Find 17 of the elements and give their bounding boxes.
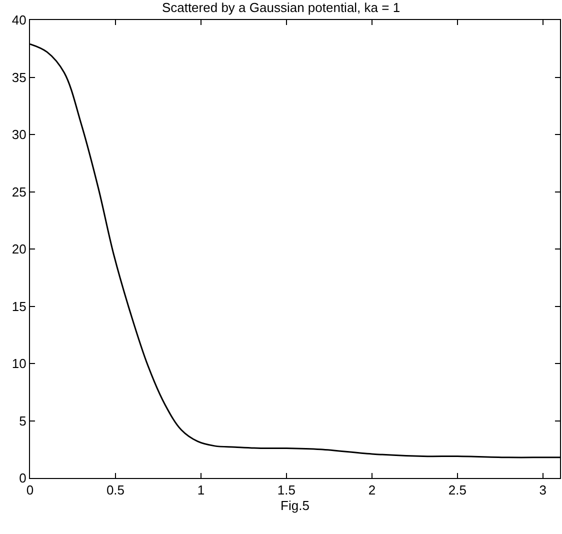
y-tick-label: 15: [12, 298, 26, 314]
x-tick-label: 1.5: [277, 482, 296, 498]
y-tick-label: 25: [12, 184, 26, 200]
y-tick-label: 35: [12, 70, 26, 85]
x-tick-label: 2.5: [448, 482, 466, 498]
y-tick-label: 0: [19, 470, 26, 486]
y-tick-label: 5: [19, 413, 26, 428]
x-tick-label: 3: [539, 482, 547, 498]
x-tick-label: 1: [197, 482, 205, 498]
y-tick-label: 30: [12, 127, 26, 142]
x-tick-label: 2: [368, 482, 376, 498]
x-tick-label: 0.5: [106, 482, 125, 498]
chart-title: Scattered by a Gaussian potential, ka = 1: [162, 0, 400, 15]
y-tick-label: 10: [12, 356, 26, 372]
x-axis-title: Fig.5: [280, 498, 310, 514]
y-tick-label: 40: [12, 12, 26, 28]
y-tick-label: 20: [12, 242, 26, 257]
